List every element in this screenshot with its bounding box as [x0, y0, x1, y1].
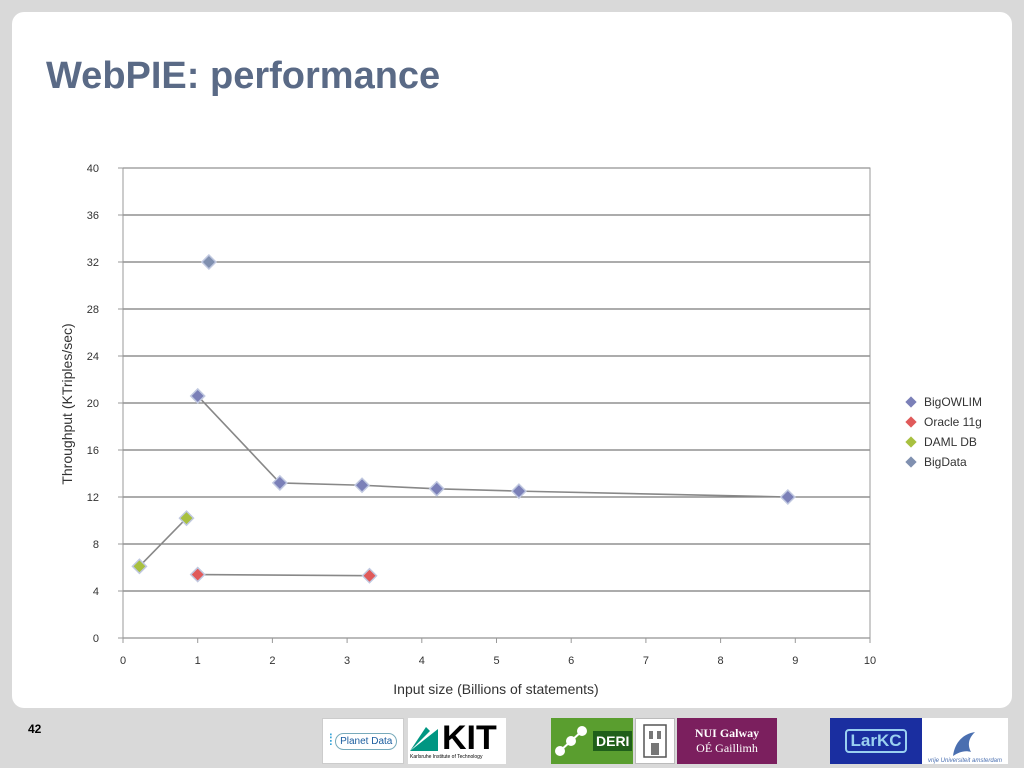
deri-nodes-icon [555, 726, 587, 756]
legend-label: DAML DB [924, 435, 977, 449]
slide-background [12, 12, 1012, 708]
x-tick-label: 4 [419, 655, 425, 667]
x-tick-label: 8 [718, 655, 724, 667]
series-line-daml-db [138, 517, 188, 567]
x-tick-label: 3 [344, 655, 350, 667]
legend-swatch [905, 436, 917, 448]
y-tick-label: 20 [87, 398, 99, 410]
slide-title: WebPIE: performance [46, 55, 441, 97]
y-tick-label: 16 [87, 445, 99, 457]
legend-swatch [905, 456, 917, 468]
page-number: 42 [28, 722, 42, 736]
nui-crest-icon [643, 724, 667, 758]
legend-item: BigOWLIM [904, 392, 982, 412]
y-tick-label: 40 [87, 163, 99, 175]
legend-item: Oracle 11g [904, 412, 982, 432]
y-tick-label: 4 [93, 586, 99, 598]
y-tick-labels: 0 4 8 12 16 20 24 28 32 36 40 [87, 163, 99, 645]
vu-amsterdam-logo: vrije Universiteit amsterdam [922, 718, 1008, 764]
y-axis-label: Throughput (KTriples/sec) [59, 323, 75, 484]
vu-griffin-icon [953, 732, 975, 756]
planetdata-text: Planet Data [335, 732, 398, 750]
data-point-bigowlim [353, 477, 371, 494]
series-line-bigowlim [197, 395, 788, 498]
data-point-bigowlim [510, 483, 527, 500]
y-tick-label: 28 [87, 304, 99, 316]
nui-galway-logo: NUI Galway OÉ Gaillimh [677, 718, 777, 764]
x-tick-label: 10 [864, 655, 876, 667]
nui-crest-logo [635, 718, 675, 764]
data-point-bigowlim [189, 387, 206, 405]
x-tick-label: 7 [643, 655, 649, 667]
x-tick-label: 9 [792, 655, 798, 667]
series-lines [138, 395, 788, 577]
larkc-text: LarKC [845, 729, 907, 753]
data-point-bigowlim [779, 488, 796, 506]
chart-gridlines [123, 167, 870, 639]
x-tick-label: 2 [269, 655, 275, 667]
nui-gaillimh-text: OÉ Gaillimh [696, 741, 758, 755]
series-line-oracle-11g [197, 573, 370, 577]
chart-legend: BigOWLIM Oracle 11g DAML DB BigData [904, 392, 982, 472]
nui-galway-text: NUI Galway [694, 726, 760, 740]
planetdata-logo: ⁞ Planet Data [322, 718, 404, 764]
kit-subtitle: Karlsruhe Institute of Technology [410, 754, 483, 760]
chart-axes [118, 167, 871, 643]
deri-logo: DERI [551, 718, 633, 764]
x-tick-label: 6 [568, 655, 574, 667]
x-tick-label: 1 [195, 655, 201, 667]
data-point-oracle-11g [189, 566, 206, 583]
data-point-bigowlim [271, 474, 288, 491]
planetdata-dots-icon: ⁞ [328, 732, 334, 749]
kit-logo: KIT Karlsruhe Institute of Technology [408, 718, 506, 764]
legend-item: BigData [904, 452, 982, 472]
legend-label: BigOWLIM [924, 395, 983, 409]
y-tick-label: 36 [87, 210, 99, 222]
data-point-oracle-11g [361, 567, 378, 584]
legend-label: Oracle 11g [924, 415, 982, 429]
x-axis-label: Input size (Billions of statements) [393, 681, 598, 697]
vu-text: vrije Universiteit amsterdam [927, 758, 1003, 764]
legend-swatch [905, 416, 917, 428]
kit-arc-icon [410, 727, 438, 751]
series-points [131, 253, 796, 584]
y-tick-label: 0 [93, 633, 99, 645]
legend-label: BigData [924, 455, 967, 469]
y-tick-label: 24 [87, 351, 99, 363]
data-point-daml-db [178, 510, 195, 527]
y-tick-label: 32 [87, 257, 99, 269]
x-tick-label: 0 [120, 655, 126, 667]
deri-text: DERI [593, 731, 633, 751]
legend-swatch [905, 396, 917, 408]
data-point-daml-db [131, 558, 148, 575]
data-point-bigowlim [428, 480, 445, 497]
kit-text: KIT [442, 719, 497, 757]
legend-item: DAML DB [904, 432, 982, 452]
y-tick-label: 12 [87, 492, 99, 504]
data-point-bigdata [200, 253, 217, 271]
x-tick-label: 5 [493, 655, 499, 667]
y-tick-label: 8 [93, 539, 99, 551]
larkc-logo: LarKC [830, 718, 922, 764]
x-tick-labels: 0 1 2 3 4 5 6 7 8 9 10 [120, 655, 876, 667]
